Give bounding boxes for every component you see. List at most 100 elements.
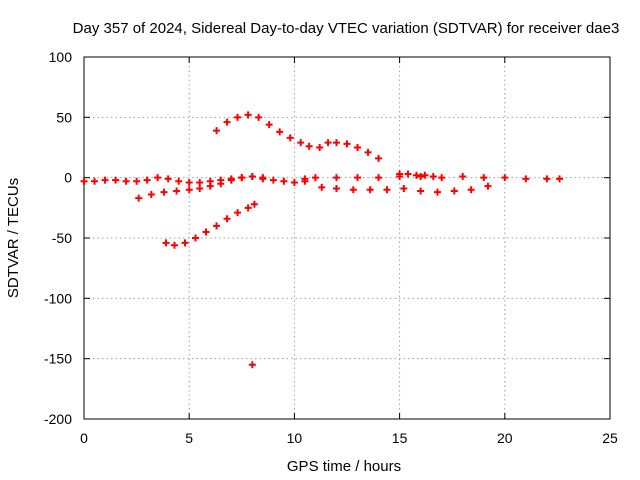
- data-point: [227, 176, 235, 184]
- data-point: [412, 171, 420, 179]
- data-point: [238, 174, 246, 182]
- data-point: [400, 185, 408, 193]
- data-point: [133, 177, 141, 185]
- data-point: [173, 187, 181, 195]
- data-point: [438, 174, 446, 182]
- data-point: [244, 204, 252, 212]
- data-point: [154, 174, 162, 182]
- data-point: [217, 180, 225, 188]
- data-point: [170, 241, 178, 249]
- data-point: [223, 215, 231, 223]
- data-point: [248, 172, 256, 180]
- data-point: [185, 186, 193, 194]
- data-point: [162, 239, 170, 247]
- data-point: [417, 187, 425, 195]
- data-point: [364, 148, 372, 156]
- y-tick-label: 50: [56, 109, 72, 125]
- data-point: [80, 177, 88, 185]
- data-point: [354, 174, 362, 182]
- data-point: [305, 142, 313, 150]
- data-points: [80, 111, 564, 369]
- data-point: [276, 128, 284, 136]
- data-point: [175, 177, 183, 185]
- grid: [84, 57, 610, 419]
- data-point: [318, 183, 326, 191]
- data-point: [543, 175, 551, 183]
- data-point: [297, 139, 305, 147]
- series-track-rising-2: [162, 200, 258, 249]
- data-point: [429, 172, 437, 180]
- data-point: [556, 175, 564, 183]
- data-point: [332, 174, 340, 182]
- data-point: [160, 188, 168, 196]
- data-point: [213, 222, 221, 230]
- y-tick-label: -150: [44, 351, 72, 367]
- y-tick-label: 0: [64, 170, 72, 186]
- data-point: [301, 175, 309, 183]
- data-point: [122, 177, 130, 185]
- x-tick-label: 15: [392, 430, 408, 446]
- data-point: [316, 144, 324, 151]
- series-track-upper-arc-2: [316, 139, 383, 162]
- series-track-lower-flat: [318, 182, 492, 196]
- data-point: [311, 174, 319, 182]
- data-point: [280, 177, 288, 185]
- data-point: [286, 134, 294, 142]
- data-point: [248, 361, 256, 369]
- data-point: [206, 182, 214, 190]
- y-tick-label: -50: [52, 230, 72, 246]
- data-point: [396, 170, 404, 178]
- x-axis-label: GPS time / hours: [287, 458, 401, 475]
- data-point: [459, 172, 467, 180]
- y-axis-label: SDTVAR / TECUs: [5, 178, 22, 298]
- y-tick-label: -200: [44, 411, 72, 427]
- data-point: [522, 175, 530, 183]
- x-tick-label: 10: [287, 430, 303, 446]
- data-point: [164, 175, 172, 183]
- data-point: [255, 113, 263, 121]
- data-point: [332, 139, 340, 147]
- data-point: [244, 111, 252, 119]
- data-point: [480, 174, 488, 182]
- data-point: [259, 175, 267, 183]
- x-tick-label: 5: [185, 430, 193, 446]
- data-point: [467, 186, 475, 194]
- y-tick-label: 100: [49, 49, 73, 65]
- data-point: [417, 172, 425, 180]
- data-point: [196, 178, 204, 186]
- data-point: [383, 186, 391, 194]
- series-track-upper-arc-1: [213, 111, 313, 150]
- series-track-rising-1: [135, 172, 267, 202]
- data-point: [343, 140, 351, 148]
- data-point: [185, 178, 193, 186]
- data-point: [143, 176, 151, 184]
- data-point: [349, 186, 357, 194]
- x-tick-label: 0: [80, 430, 88, 446]
- axis-ticks: 0 5 10 15 20 25 -200 -150 -100 -50 0 50 100: [44, 49, 618, 446]
- data-point: [501, 174, 509, 182]
- data-point: [202, 228, 210, 236]
- data-point: [421, 171, 429, 179]
- x-tick-label: 25: [602, 430, 618, 446]
- data-point: [213, 127, 221, 135]
- data-point: [181, 239, 189, 247]
- data-point: [484, 182, 492, 190]
- data-point: [375, 154, 383, 162]
- series-outlier: [248, 361, 256, 369]
- data-point: [433, 188, 441, 196]
- data-point: [101, 176, 109, 184]
- data-point: [354, 144, 362, 151]
- data-point: [269, 176, 277, 184]
- data-point: [112, 176, 120, 184]
- data-point: [223, 118, 231, 126]
- data-point: [250, 200, 258, 208]
- data-point: [375, 174, 383, 182]
- data-point: [265, 121, 273, 129]
- data-point: [234, 209, 242, 217]
- data-point: [324, 139, 332, 147]
- chart-title: Day 357 of 2024, Sidereal Day-to-day VTE…: [73, 20, 620, 37]
- data-point: [332, 185, 340, 193]
- data-point: [404, 170, 412, 178]
- x-tick-label: 20: [497, 430, 513, 446]
